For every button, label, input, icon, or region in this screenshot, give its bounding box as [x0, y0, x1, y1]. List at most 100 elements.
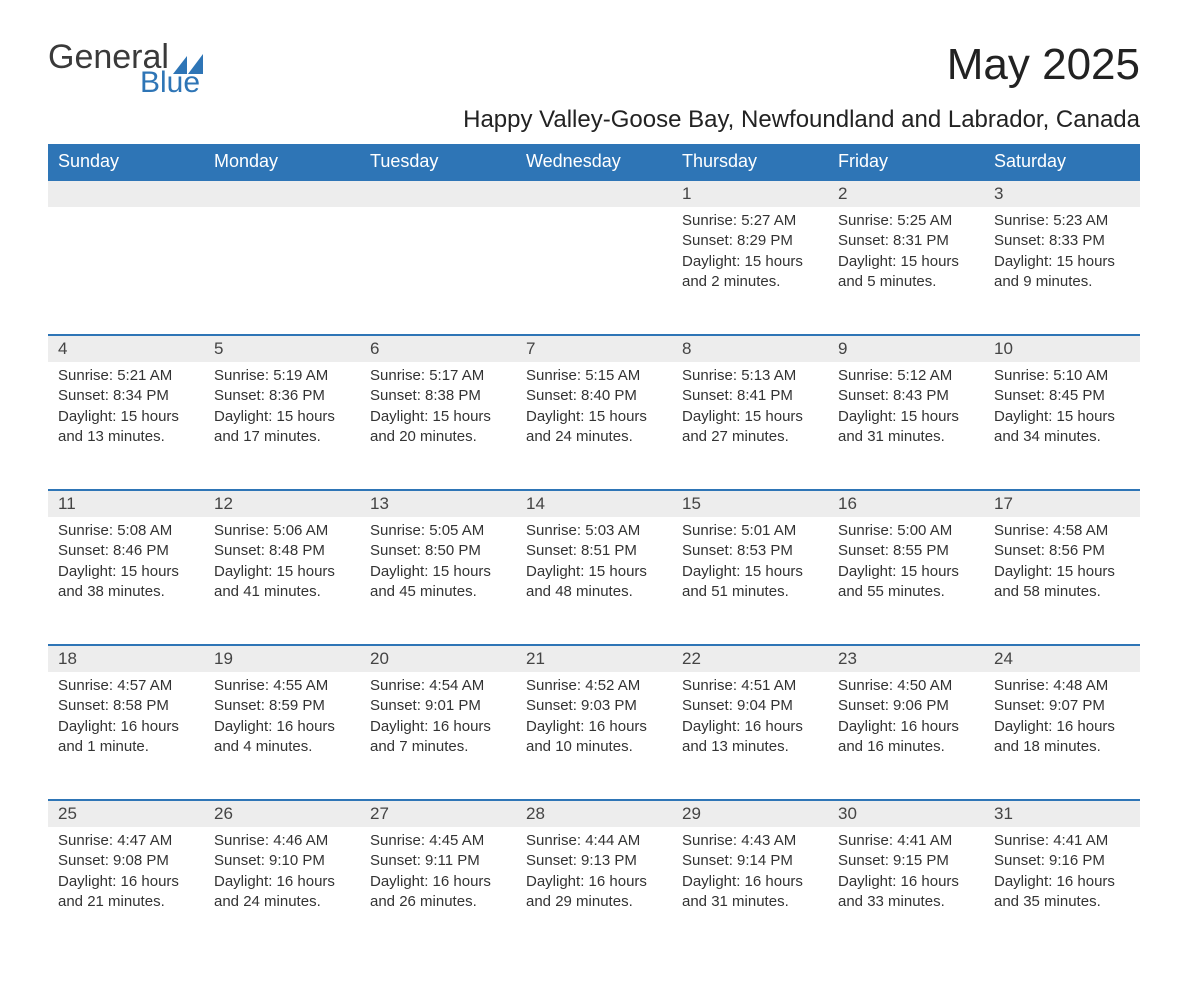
sunrise-text: Sunrise: 5:17 AM	[370, 366, 506, 386]
day-number: 17	[984, 490, 1140, 517]
day-detail: Sunrise: 4:58 AMSunset: 8:56 PMDaylight:…	[984, 517, 1140, 645]
day-number: 29	[672, 800, 828, 827]
sunrise-text: Sunrise: 4:52 AM	[526, 676, 662, 696]
sunrise-text: Sunrise: 5:15 AM	[526, 366, 662, 386]
day-number: 26	[204, 800, 360, 827]
calendar-table: SundayMondayTuesdayWednesdayThursdayFrid…	[48, 144, 1140, 955]
day-number: 4	[48, 335, 204, 362]
daylight-text: Daylight: 15 hours and 45 minutes.	[370, 562, 506, 603]
sunset-text: Sunset: 8:31 PM	[838, 231, 974, 251]
day-detail: Sunrise: 5:27 AMSunset: 8:29 PMDaylight:…	[672, 207, 828, 335]
sunrise-text: Sunrise: 4:43 AM	[682, 831, 818, 851]
day-number: 5	[204, 335, 360, 362]
day-number: 30	[828, 800, 984, 827]
day-detail: Sunrise: 4:48 AMSunset: 9:07 PMDaylight:…	[984, 672, 1140, 800]
sunrise-text: Sunrise: 5:06 AM	[214, 521, 350, 541]
daylight-text: Daylight: 15 hours and 34 minutes.	[994, 407, 1130, 448]
daylight-text: Daylight: 15 hours and 24 minutes.	[526, 407, 662, 448]
daylight-text: Daylight: 16 hours and 4 minutes.	[214, 717, 350, 758]
day-number: 14	[516, 490, 672, 517]
sunrise-text: Sunrise: 4:51 AM	[682, 676, 818, 696]
day-detail-empty	[360, 207, 516, 335]
day-number: 12	[204, 490, 360, 517]
day-number-row: 45678910	[48, 335, 1140, 362]
weekday-header: Saturday	[984, 144, 1140, 180]
day-detail: Sunrise: 5:01 AMSunset: 8:53 PMDaylight:…	[672, 517, 828, 645]
sunset-text: Sunset: 8:29 PM	[682, 231, 818, 251]
sunset-text: Sunset: 9:01 PM	[370, 696, 506, 716]
day-number: 23	[828, 645, 984, 672]
daylight-text: Daylight: 16 hours and 24 minutes.	[214, 872, 350, 913]
sunset-text: Sunset: 8:41 PM	[682, 386, 818, 406]
weekday-header: Wednesday	[516, 144, 672, 180]
sunset-text: Sunset: 9:14 PM	[682, 851, 818, 871]
sunrise-text: Sunrise: 5:01 AM	[682, 521, 818, 541]
daylight-text: Daylight: 16 hours and 35 minutes.	[994, 872, 1130, 913]
day-detail-empty	[204, 207, 360, 335]
sunset-text: Sunset: 8:51 PM	[526, 541, 662, 561]
sunrise-text: Sunrise: 4:41 AM	[838, 831, 974, 851]
sunset-text: Sunset: 8:50 PM	[370, 541, 506, 561]
sunset-text: Sunset: 8:53 PM	[682, 541, 818, 561]
sunset-text: Sunset: 8:33 PM	[994, 231, 1130, 251]
daylight-text: Daylight: 15 hours and 51 minutes.	[682, 562, 818, 603]
daylight-text: Daylight: 15 hours and 31 minutes.	[838, 407, 974, 448]
daylight-text: Daylight: 16 hours and 10 minutes.	[526, 717, 662, 758]
daylight-text: Daylight: 16 hours and 33 minutes.	[838, 872, 974, 913]
sunset-text: Sunset: 8:43 PM	[838, 386, 974, 406]
sunset-text: Sunset: 8:36 PM	[214, 386, 350, 406]
day-detail: Sunrise: 4:52 AMSunset: 9:03 PMDaylight:…	[516, 672, 672, 800]
daylight-text: Daylight: 15 hours and 55 minutes.	[838, 562, 974, 603]
day-number-row: 25262728293031	[48, 800, 1140, 827]
sunrise-text: Sunrise: 5:21 AM	[58, 366, 194, 386]
sunrise-text: Sunrise: 5:19 AM	[214, 366, 350, 386]
day-number: 31	[984, 800, 1140, 827]
sunset-text: Sunset: 9:10 PM	[214, 851, 350, 871]
sunset-text: Sunset: 9:04 PM	[682, 696, 818, 716]
weekday-header-row: SundayMondayTuesdayWednesdayThursdayFrid…	[48, 144, 1140, 180]
sunset-text: Sunset: 8:55 PM	[838, 541, 974, 561]
day-number: 19	[204, 645, 360, 672]
page-title: May 2025	[947, 40, 1140, 90]
day-detail: Sunrise: 5:25 AMSunset: 8:31 PMDaylight:…	[828, 207, 984, 335]
day-detail-row: Sunrise: 4:57 AMSunset: 8:58 PMDaylight:…	[48, 672, 1140, 800]
day-number: 9	[828, 335, 984, 362]
daylight-text: Daylight: 15 hours and 41 minutes.	[214, 562, 350, 603]
sunrise-text: Sunrise: 5:25 AM	[838, 211, 974, 231]
sunrise-text: Sunrise: 5:05 AM	[370, 521, 506, 541]
day-detail: Sunrise: 5:17 AMSunset: 8:38 PMDaylight:…	[360, 362, 516, 490]
sunset-text: Sunset: 9:03 PM	[526, 696, 662, 716]
day-detail: Sunrise: 4:57 AMSunset: 8:58 PMDaylight:…	[48, 672, 204, 800]
day-number: 1	[672, 180, 828, 207]
day-detail: Sunrise: 4:41 AMSunset: 9:15 PMDaylight:…	[828, 827, 984, 955]
sunset-text: Sunset: 8:38 PM	[370, 386, 506, 406]
day-detail: Sunrise: 4:50 AMSunset: 9:06 PMDaylight:…	[828, 672, 984, 800]
location-subtitle: Happy Valley-Goose Bay, Newfoundland and…	[48, 106, 1140, 134]
day-number: 18	[48, 645, 204, 672]
day-detail: Sunrise: 5:21 AMSunset: 8:34 PMDaylight:…	[48, 362, 204, 490]
day-detail-empty	[516, 207, 672, 335]
daylight-text: Daylight: 16 hours and 18 minutes.	[994, 717, 1130, 758]
daylight-text: Daylight: 16 hours and 31 minutes.	[682, 872, 818, 913]
sunset-text: Sunset: 8:48 PM	[214, 541, 350, 561]
daylight-text: Daylight: 16 hours and 29 minutes.	[526, 872, 662, 913]
sunrise-text: Sunrise: 5:08 AM	[58, 521, 194, 541]
sunrise-text: Sunrise: 4:46 AM	[214, 831, 350, 851]
sunset-text: Sunset: 9:08 PM	[58, 851, 194, 871]
sunset-text: Sunset: 9:13 PM	[526, 851, 662, 871]
daylight-text: Daylight: 15 hours and 13 minutes.	[58, 407, 194, 448]
day-number: 20	[360, 645, 516, 672]
sunrise-text: Sunrise: 5:12 AM	[838, 366, 974, 386]
day-number: 24	[984, 645, 1140, 672]
day-number: 21	[516, 645, 672, 672]
sunrise-text: Sunrise: 4:58 AM	[994, 521, 1130, 541]
daylight-text: Daylight: 16 hours and 26 minutes.	[370, 872, 506, 913]
weekday-header: Friday	[828, 144, 984, 180]
sunrise-text: Sunrise: 4:54 AM	[370, 676, 506, 696]
day-number-empty	[204, 180, 360, 207]
day-number: 16	[828, 490, 984, 517]
sunrise-text: Sunrise: 4:57 AM	[58, 676, 194, 696]
daylight-text: Daylight: 15 hours and 48 minutes.	[526, 562, 662, 603]
sunset-text: Sunset: 9:11 PM	[370, 851, 506, 871]
day-number: 7	[516, 335, 672, 362]
